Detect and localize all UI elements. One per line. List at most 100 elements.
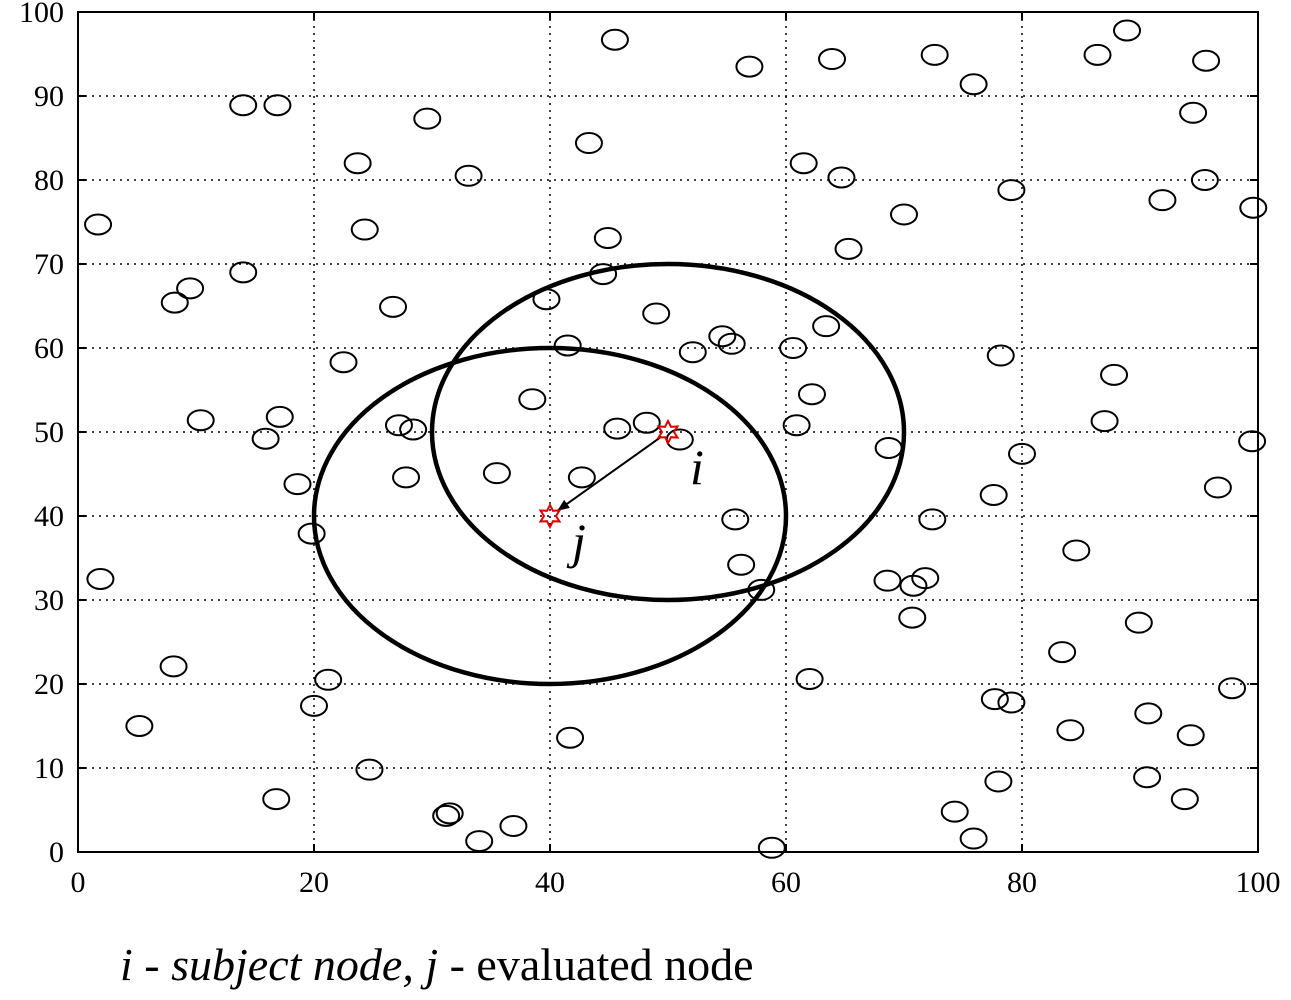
evaluated-node-star — [538, 502, 562, 530]
node-marker — [940, 800, 969, 823]
node-marker — [779, 337, 808, 359]
y-tick-label: 40 — [34, 500, 64, 533]
y-tick-label: 100 — [19, 0, 64, 29]
node-marker — [1062, 539, 1091, 562]
node-marker — [350, 218, 379, 241]
node-marker — [727, 553, 756, 576]
node-marker — [229, 261, 258, 284]
node-marker — [556, 726, 585, 749]
y-tick-label: 10 — [34, 752, 64, 785]
node-marker — [789, 152, 818, 175]
node-marker — [379, 295, 408, 318]
node-marker — [979, 484, 1008, 506]
subject-range-circle — [429, 261, 907, 603]
node-marker — [1056, 719, 1085, 742]
node-marker — [1170, 788, 1199, 811]
node-marker — [1134, 702, 1163, 725]
node-marker — [1083, 43, 1112, 66]
node-marker — [874, 436, 903, 459]
node-markers — [84, 19, 1268, 859]
node-marker — [899, 574, 928, 597]
node-marker — [911, 567, 940, 590]
node-marker — [593, 226, 622, 249]
node-marker — [567, 466, 596, 489]
node-marker — [898, 606, 927, 629]
node-marker — [84, 213, 113, 236]
node-marker — [797, 383, 826, 406]
caption-j-text: - evaluated node — [438, 939, 754, 990]
node-marker — [314, 668, 343, 691]
node-marker — [1124, 611, 1153, 634]
node-marker — [997, 179, 1026, 202]
node-marker — [918, 508, 947, 531]
node-marker — [251, 427, 280, 450]
node-marker — [1239, 196, 1268, 219]
node-marker — [160, 291, 189, 314]
node-marker — [827, 166, 856, 189]
node-marker — [818, 48, 847, 71]
node-marker — [86, 568, 115, 590]
node-marker — [920, 43, 949, 66]
node-marker — [1192, 49, 1221, 72]
y-tick-label: 50 — [34, 416, 64, 449]
node-marker — [1176, 724, 1205, 747]
direction-arrow — [557, 435, 663, 512]
tick-labels: 0 20 40 60 80 100 0 10 20 30 40 50 60 70 80 90 100 — [19, 0, 1281, 899]
node-marker — [413, 107, 442, 130]
node-marker — [159, 655, 188, 678]
node-marker — [553, 334, 582, 357]
x-tick-label: 0 — [71, 866, 86, 899]
node-marker — [384, 414, 413, 437]
node-marker — [1148, 189, 1177, 212]
node-marker — [1100, 363, 1129, 386]
node-marker — [834, 237, 863, 260]
node-marker — [499, 814, 528, 837]
evaluated-node-label: j — [566, 513, 586, 569]
node-marker — [283, 473, 312, 496]
subject-evaluated-pair: i j — [538, 418, 704, 569]
node-marker — [997, 691, 1026, 714]
caption-i-symbol: i — [120, 939, 133, 990]
node-marker — [125, 715, 154, 737]
node-marker — [642, 302, 671, 325]
node-marker — [186, 409, 215, 432]
node-marker — [812, 315, 841, 338]
node-marker — [355, 758, 384, 781]
node-marker — [959, 827, 988, 850]
node-marker — [600, 28, 629, 51]
node-marker — [717, 332, 746, 355]
y-tick-label: 90 — [34, 80, 64, 113]
node-marker — [603, 417, 632, 440]
node-marker — [1008, 442, 1036, 465]
node-marker — [890, 203, 918, 226]
node-marker — [959, 73, 988, 96]
y-tick-label: 80 — [34, 164, 64, 197]
node-marker — [980, 688, 1009, 711]
node-marker — [1133, 766, 1162, 789]
node-marker — [482, 462, 511, 485]
node-marker — [229, 94, 258, 117]
caption-j-symbol: j — [425, 939, 439, 990]
node-marker — [297, 522, 326, 545]
node-marker — [465, 830, 494, 853]
node-marker — [984, 770, 1013, 793]
node-marker — [454, 164, 483, 187]
node-marker — [632, 411, 661, 434]
y-tick-label: 70 — [34, 248, 64, 281]
node-marker — [574, 132, 603, 155]
node-marker — [1113, 19, 1142, 42]
node-marker — [265, 405, 294, 428]
node-marker — [399, 418, 428, 441]
figure-caption: i - subject node, j - evaluated node — [120, 938, 754, 991]
node-marker — [678, 341, 707, 364]
y-tick-label: 60 — [34, 332, 64, 365]
y-tick-label: 30 — [34, 584, 64, 617]
node-marker — [300, 694, 328, 717]
x-tick-label: 100 — [1236, 866, 1281, 899]
node-marker — [1090, 410, 1119, 433]
node-marker — [735, 55, 764, 78]
node-marker — [708, 325, 737, 348]
node-marker — [518, 388, 547, 411]
node-marker — [1048, 641, 1077, 664]
